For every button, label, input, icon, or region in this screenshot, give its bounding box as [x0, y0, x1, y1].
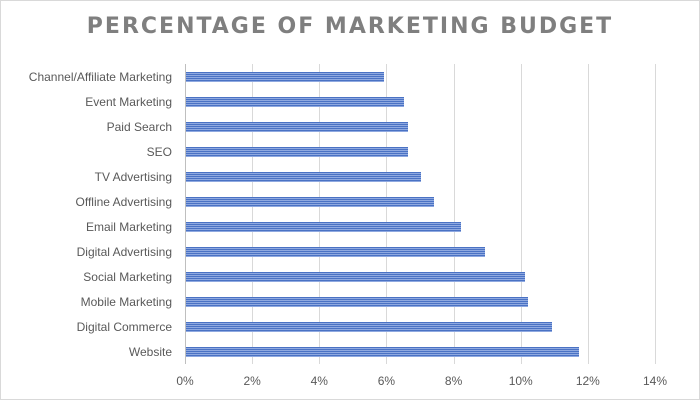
bar — [186, 221, 462, 232]
gridline — [319, 64, 321, 364]
x-tick-label: 12% — [575, 374, 600, 388]
category-label: Digital Commerce — [76, 319, 172, 334]
category-label: Channel/Affiliate Marketing — [28, 69, 172, 84]
bar — [186, 146, 408, 157]
x-tick-label: 4% — [310, 374, 328, 388]
x-tick-label: 2% — [243, 374, 261, 388]
gridline — [520, 64, 522, 364]
gridline — [386, 64, 388, 364]
category-label: Event Marketing — [85, 94, 172, 109]
category-label: Email Marketing — [85, 219, 172, 234]
bar — [186, 71, 385, 82]
bar — [186, 171, 421, 182]
x-tick-label: 0% — [176, 374, 194, 388]
x-tick-label: 6% — [377, 374, 396, 388]
x-tick-label: 8% — [444, 374, 463, 388]
bar — [186, 321, 552, 332]
gridline — [587, 64, 589, 364]
bar — [186, 196, 435, 207]
chart-title: PERCENTAGE OF MARKETING BUDGET — [86, 14, 614, 39]
category-label: Offline Advertising — [75, 194, 173, 209]
bar — [186, 246, 485, 257]
x-tick-label: 14% — [642, 374, 668, 388]
bar — [186, 96, 405, 107]
bar — [186, 346, 579, 357]
category-label: Digital Advertising — [76, 244, 172, 259]
plot-area — [185, 64, 656, 364]
category-label: TV Advertising — [94, 169, 172, 184]
category-label: Paid Search — [106, 119, 172, 134]
bar — [186, 296, 529, 307]
gridline — [453, 64, 455, 364]
gridline — [252, 64, 254, 364]
bar — [186, 121, 408, 132]
category-label: Social Marketing — [83, 269, 172, 284]
bar — [186, 271, 526, 282]
category-label: SEO — [146, 144, 172, 159]
x-tick-label: 10% — [508, 374, 533, 388]
category-label: Mobile Marketing — [80, 294, 172, 309]
y-axis-line — [185, 64, 186, 364]
gridline — [655, 64, 656, 364]
category-label: Website — [128, 344, 172, 359]
